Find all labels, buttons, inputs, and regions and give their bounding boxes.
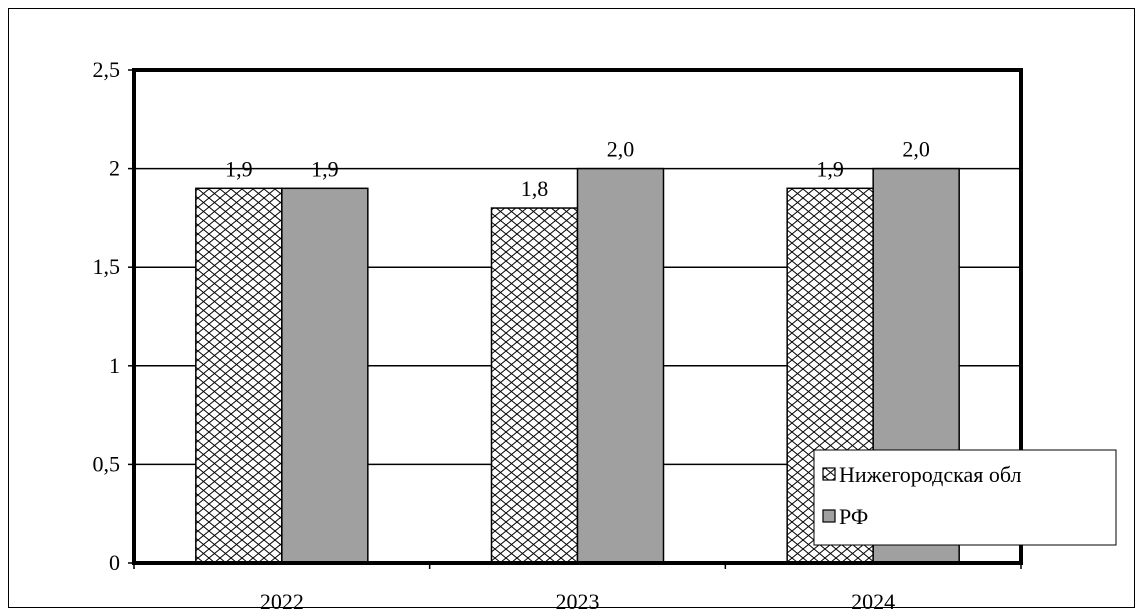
- x-axis-ticks: 2022 2023 2024: [133, 563, 1022, 614]
- data-label: 1,9: [311, 156, 339, 181]
- legend-label: Нижегородская обл: [839, 462, 1022, 487]
- y-tick-label: 0: [109, 550, 120, 575]
- data-label: 1,9: [816, 156, 844, 181]
- plot-area: [132, 68, 1023, 565]
- data-labels: 1,9 1,9 1,8 2,0 1,9 2,0: [225, 137, 930, 201]
- x-tick-label: 2024: [851, 589, 895, 614]
- y-tick-label: 1: [109, 353, 120, 378]
- y-tick-label: 1,5: [93, 254, 121, 279]
- legend-label: РФ: [839, 504, 868, 529]
- x-tick-label: 2023: [556, 589, 600, 614]
- legend-swatch: [822, 467, 836, 481]
- plot-area-border: [132, 68, 1023, 565]
- legend-box: [813, 449, 1117, 546]
- y-tick-label: 0,5: [93, 451, 121, 476]
- y-tick-label: 2,5: [93, 57, 121, 82]
- bar: [195, 187, 283, 564]
- x-tick-label: 2022: [260, 589, 304, 614]
- bar: [490, 207, 579, 564]
- legend: Нижегородская обл РФ: [813, 449, 1117, 546]
- legend-swatch: [822, 509, 836, 523]
- y-axis-ticks: 0 0,5 1 1,5 2 2,5: [93, 57, 134, 575]
- data-label: 2,0: [607, 137, 635, 162]
- data-label: 1,9: [225, 156, 253, 181]
- data-label: 1,8: [521, 176, 549, 201]
- bars: [195, 167, 960, 564]
- data-label: 2,0: [902, 137, 930, 162]
- bar: [576, 167, 665, 564]
- bar: [281, 187, 369, 564]
- y-tick-label: 2: [109, 156, 120, 181]
